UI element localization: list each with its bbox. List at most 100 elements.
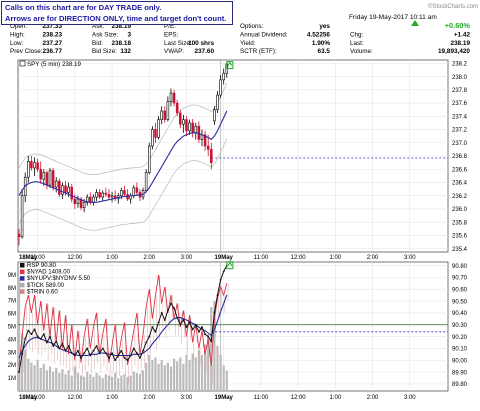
rsp-point xyxy=(33,328,36,331)
indicator-time-label: 1:00 xyxy=(106,395,118,401)
header-label: Last Size: xyxy=(164,40,192,47)
sma-line xyxy=(18,110,228,203)
rsp-point xyxy=(123,356,126,359)
candle-body xyxy=(48,170,52,186)
price-time-label: 19May xyxy=(215,255,234,261)
rsp-point xyxy=(176,316,179,319)
rsp-point xyxy=(98,352,101,355)
rsp-point xyxy=(160,311,163,314)
volume-bar xyxy=(222,365,225,391)
indicator-legend-label: RSP 90.80 xyxy=(27,263,57,269)
volume-bar xyxy=(225,370,228,391)
volume-bar xyxy=(67,370,70,391)
price-time-label: 3:00 xyxy=(181,255,193,261)
rsp-point xyxy=(170,302,172,305)
rsp-point xyxy=(145,341,148,344)
indicator-tick-label: 89.90 xyxy=(452,370,468,376)
rsp-point xyxy=(108,356,110,359)
rsp-point xyxy=(197,330,200,333)
candle-body xyxy=(169,92,173,103)
upper-band-line xyxy=(18,83,228,175)
candle-body xyxy=(210,149,213,163)
candle-body xyxy=(67,186,70,193)
candle-body xyxy=(92,196,95,203)
candle-body xyxy=(36,162,39,170)
rsp-point xyxy=(194,323,197,326)
volume-bar xyxy=(166,362,169,391)
indicator-time-label: 12:00 xyxy=(67,395,83,401)
rsp-point xyxy=(139,356,141,359)
candle-body xyxy=(219,79,222,96)
rsp-point xyxy=(117,354,120,357)
price-time-label: 18May xyxy=(19,255,38,261)
rsp-point xyxy=(92,349,95,352)
candle-body xyxy=(70,186,73,200)
indicator-tick-label: 90.30 xyxy=(452,323,468,329)
volume-bar xyxy=(107,375,111,391)
volume-bar xyxy=(216,345,219,391)
indicator-time-label: 1:00 xyxy=(330,395,342,401)
header-value: 4.52256 xyxy=(307,31,331,38)
volume-bar xyxy=(219,354,222,391)
volume-bar xyxy=(200,354,204,391)
volume-bar xyxy=(151,360,154,391)
rsp-point xyxy=(179,323,182,326)
indicator-tick-label: 90.60 xyxy=(452,287,468,293)
candle-body xyxy=(191,122,194,134)
header-label: Ask: xyxy=(92,23,104,30)
volume-bar xyxy=(132,371,135,391)
volume-bar xyxy=(101,378,104,391)
volume-bar xyxy=(197,349,200,391)
header-label: EPS: xyxy=(164,31,179,38)
candle-body xyxy=(58,180,61,195)
volume-bar xyxy=(79,375,83,391)
candle-body xyxy=(82,202,86,208)
candle-body xyxy=(20,195,24,238)
rsp-point xyxy=(77,349,79,352)
volume-axis-label: 3M xyxy=(8,350,16,356)
indicator-legend-label: $NYUPV:$NYDNV 5.50 xyxy=(27,276,91,282)
rsp-point xyxy=(101,347,104,350)
volume-axis-label: 2M xyxy=(8,363,16,369)
indicator-time-label: 3:00 xyxy=(181,395,193,401)
price-time-label: 12:00 xyxy=(291,255,307,261)
indicator-tick-label: 90.40 xyxy=(452,311,468,317)
volume-bar xyxy=(129,375,132,391)
candle-body xyxy=(104,192,108,195)
candle-body xyxy=(98,192,101,198)
header-label: Bid Size: xyxy=(92,48,117,55)
candle-body xyxy=(17,233,21,238)
indicator-tick-label: 90.70 xyxy=(452,276,468,282)
rsp-point xyxy=(216,294,219,297)
price-tick-label: 236.0 xyxy=(452,207,468,213)
volume-bar xyxy=(126,376,129,391)
candle-body xyxy=(110,195,114,198)
candle-body xyxy=(132,187,136,197)
candle-body xyxy=(95,192,98,198)
price-time-label: 11:00 xyxy=(30,255,45,261)
candle-body xyxy=(213,109,216,122)
header-value: 238.23 xyxy=(42,31,62,38)
volume-bar xyxy=(163,365,166,391)
header-label: Annual Dividend: xyxy=(240,31,288,38)
rsp-point xyxy=(126,359,129,362)
header-label: Open: xyxy=(10,23,27,30)
rsp-point xyxy=(52,345,55,347)
price-tick-label: 238.2 xyxy=(452,62,468,68)
rsp-point xyxy=(39,338,42,340)
candle-body xyxy=(182,119,185,125)
price-tick-label: 237.6 xyxy=(452,101,468,107)
indicator-legend-label: $NYAD 1408.00 xyxy=(27,270,71,276)
price-tick-label: 237.4 xyxy=(452,114,468,120)
candle-body xyxy=(175,102,179,114)
rsp-point xyxy=(58,347,61,350)
price-tick-label: 237.0 xyxy=(452,141,468,147)
header-value: 237.33 xyxy=(42,23,62,30)
rsp-point xyxy=(80,356,82,359)
candle-body xyxy=(147,145,151,173)
candle-body xyxy=(61,185,64,195)
volume-bar xyxy=(138,374,142,391)
lower-band-line xyxy=(18,138,228,231)
volume-axis-label: 1M xyxy=(8,376,16,382)
